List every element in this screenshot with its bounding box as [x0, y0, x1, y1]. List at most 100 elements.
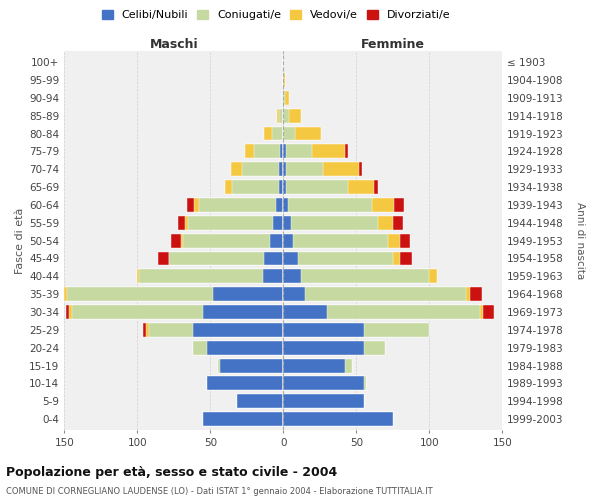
Bar	[273, 216, 283, 230]
Bar	[218, 358, 283, 372]
Bar	[283, 234, 400, 247]
Bar	[213, 287, 283, 301]
Bar	[283, 376, 367, 390]
Bar	[283, 162, 362, 176]
Bar	[282, 91, 283, 105]
Bar	[283, 287, 305, 301]
Bar	[283, 394, 364, 408]
Bar	[270, 234, 283, 247]
Bar	[283, 270, 437, 283]
Bar	[231, 162, 283, 176]
Bar	[283, 323, 429, 337]
Bar	[245, 144, 283, 158]
Bar	[283, 198, 373, 212]
Bar	[283, 376, 367, 390]
Bar	[208, 376, 283, 390]
Bar	[199, 198, 283, 212]
Bar	[187, 198, 283, 212]
Bar	[193, 323, 283, 337]
Bar	[279, 180, 283, 194]
Bar	[282, 91, 283, 105]
Bar	[283, 252, 412, 266]
Bar	[283, 394, 364, 408]
Bar	[277, 108, 283, 122]
Bar	[283, 234, 388, 247]
Bar	[283, 323, 429, 337]
Bar	[193, 341, 283, 354]
Bar	[283, 341, 385, 354]
Bar	[225, 180, 283, 194]
Bar	[232, 180, 283, 194]
Bar	[283, 73, 285, 87]
Bar	[283, 270, 429, 283]
Bar	[277, 108, 283, 122]
Bar	[272, 126, 283, 140]
Bar	[182, 234, 283, 247]
Bar	[193, 341, 283, 354]
Bar	[194, 198, 283, 212]
Bar	[68, 305, 283, 319]
Legend: Celibi/Nubili, Coniugati/e, Vedovi/e, Divorziati/e: Celibi/Nubili, Coniugati/e, Vedovi/e, Di…	[97, 6, 455, 25]
Bar	[283, 305, 327, 319]
Bar	[208, 376, 283, 390]
Bar	[146, 323, 283, 337]
Bar	[283, 341, 385, 354]
Bar	[283, 216, 403, 230]
Bar	[283, 216, 378, 230]
Bar	[283, 198, 394, 212]
Bar	[236, 394, 283, 408]
Bar	[283, 305, 481, 319]
Bar	[137, 270, 283, 283]
Bar	[283, 287, 470, 301]
Bar	[203, 305, 283, 319]
Bar	[283, 358, 352, 372]
Bar	[283, 108, 301, 122]
Bar	[264, 252, 283, 266]
Bar	[276, 198, 283, 212]
Bar	[242, 162, 283, 176]
Bar	[203, 412, 283, 426]
Bar	[225, 180, 283, 194]
Bar	[283, 412, 393, 426]
Bar	[283, 323, 364, 337]
Bar	[283, 73, 285, 87]
Text: COMUNE DI CORNEGLIANO LAUDENSE (LO) - Dati ISTAT 1° gennaio 2004 - Elaborazione : COMUNE DI CORNEGLIANO LAUDENSE (LO) - Da…	[6, 487, 433, 496]
Bar	[283, 394, 364, 408]
Bar	[283, 412, 393, 426]
Bar	[283, 305, 494, 319]
Bar	[264, 126, 283, 140]
Bar	[158, 252, 283, 266]
Y-axis label: Anni di nascita: Anni di nascita	[575, 202, 585, 280]
Bar	[66, 305, 283, 319]
Text: Popolazione per età, sesso e stato civile - 2004: Popolazione per età, sesso e stato civil…	[6, 466, 337, 479]
Bar	[67, 287, 283, 301]
Bar	[263, 270, 283, 283]
Bar	[203, 412, 283, 426]
Bar	[185, 216, 283, 230]
Bar	[283, 287, 482, 301]
Bar	[283, 412, 393, 426]
Text: Maschi: Maschi	[149, 38, 198, 51]
Bar	[139, 270, 283, 283]
Bar	[283, 358, 344, 372]
Bar	[283, 358, 352, 372]
Bar	[283, 216, 393, 230]
Bar	[236, 394, 283, 408]
Bar	[283, 198, 404, 212]
Bar	[283, 162, 359, 176]
Bar	[283, 341, 364, 354]
Bar	[283, 252, 393, 266]
Bar	[283, 108, 289, 122]
Bar	[283, 198, 287, 212]
Bar	[208, 341, 283, 354]
Bar	[178, 216, 283, 230]
Bar	[149, 323, 283, 337]
Bar	[279, 162, 283, 176]
Bar	[203, 412, 283, 426]
Bar	[283, 323, 429, 337]
Bar	[283, 144, 344, 158]
Bar	[283, 126, 295, 140]
Bar	[283, 144, 286, 158]
Bar	[283, 287, 466, 301]
Bar	[236, 394, 283, 408]
